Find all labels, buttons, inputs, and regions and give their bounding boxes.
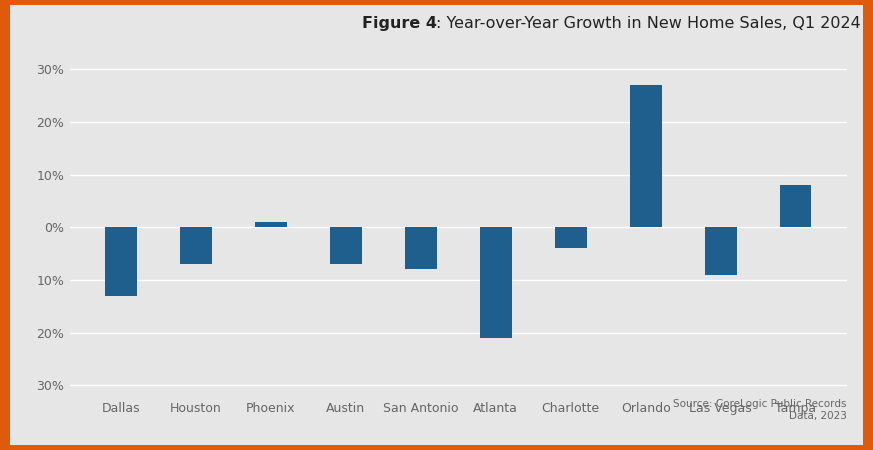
- Bar: [630, 85, 662, 227]
- Bar: [255, 222, 286, 227]
- Bar: [180, 227, 211, 264]
- Text: Figure 4: Figure 4: [361, 16, 436, 31]
- Bar: [780, 185, 812, 227]
- Bar: [330, 227, 361, 264]
- Text: : Year-over-Year Growth in New Home Sales, Q1 2024: : Year-over-Year Growth in New Home Sale…: [436, 16, 862, 31]
- Text: Source: CoreLogic Public Records
Data, 2023: Source: CoreLogic Public Records Data, 2…: [673, 399, 847, 421]
- Bar: [705, 227, 737, 274]
- Bar: [555, 227, 587, 248]
- Bar: [405, 227, 436, 270]
- Bar: [105, 227, 137, 296]
- Bar: [480, 227, 512, 338]
